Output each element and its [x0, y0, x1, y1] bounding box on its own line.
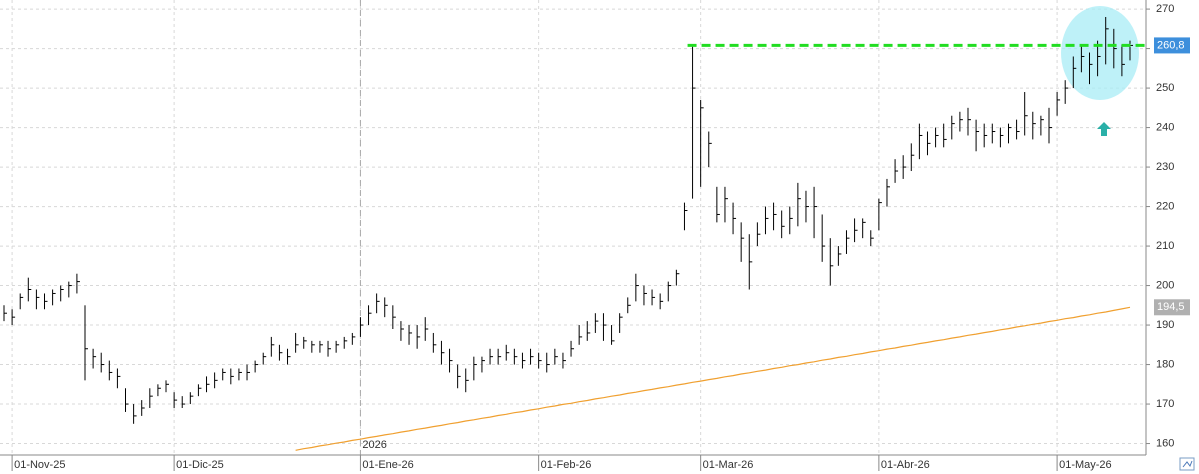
y-tick-label: 220	[1156, 200, 1174, 212]
grid	[0, 0, 1146, 455]
last-price-box	[1154, 37, 1190, 54]
year-label: 2026	[362, 439, 386, 451]
y-tick-label: 200	[1156, 279, 1174, 291]
x-tick-label: 01-Nov-25	[14, 459, 65, 471]
ma-price-box	[1154, 299, 1190, 316]
y-tick-label: 180	[1156, 358, 1174, 370]
x-tick-label: 01-Dic-25	[176, 459, 224, 471]
y-tick-label: 190	[1156, 319, 1174, 331]
y-tick-label: 270	[1156, 3, 1174, 15]
x-tick-label: 01-Mar-26	[703, 459, 754, 471]
up-arrow	[1097, 122, 1111, 136]
y-tick-label: 170	[1156, 398, 1174, 410]
y-tick-label: 210	[1156, 240, 1174, 252]
labels: 16017018019020021022023024025026027001-N…	[11, 3, 1190, 471]
y-tick-label: 160	[1156, 437, 1174, 449]
plot	[3, 16, 1146, 451]
y-tick-label: 250	[1156, 82, 1174, 94]
ma-price-label: 194,5	[1157, 301, 1185, 313]
x-tick-label: 01-May-26	[1059, 459, 1112, 471]
y-tick-label: 240	[1156, 121, 1174, 133]
x-tick-label: 01-Ene-26	[362, 459, 413, 471]
x-tick-label: 01-Feb-26	[541, 459, 592, 471]
highlight-ellipse	[1061, 6, 1139, 100]
last-price-label: 260,8	[1157, 39, 1185, 51]
x-tick-label: 01-Abr-26	[881, 459, 930, 471]
moving-average-line	[295, 306, 1131, 451]
corner-icon	[1182, 460, 1193, 468]
corner-button[interactable]	[1179, 457, 1195, 471]
y-tick-label: 230	[1156, 161, 1174, 173]
